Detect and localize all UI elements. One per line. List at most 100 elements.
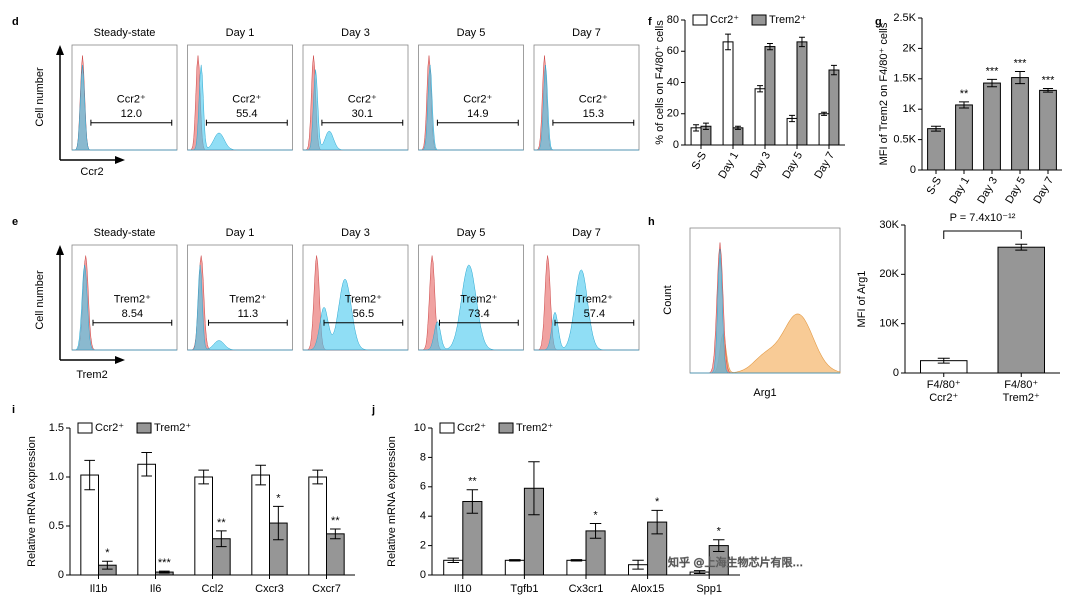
- histogram-sample: [187, 264, 293, 351]
- gate-value: 55.4: [236, 108, 257, 120]
- panel-label: e: [12, 216, 18, 228]
- significance: *: [717, 526, 722, 538]
- error-bar: [102, 560, 113, 570]
- error-bar: [570, 559, 583, 562]
- histogram-title: Day 3: [341, 27, 370, 39]
- panel-label: d: [12, 16, 19, 28]
- y-tick-label: 10: [414, 422, 426, 434]
- bar: [308, 476, 327, 576]
- significance: ***: [986, 65, 1000, 77]
- y-tick-label: 0: [910, 164, 916, 176]
- axis-title: % of cells on F4/80⁺ cells: [654, 20, 666, 145]
- significance: **: [960, 88, 969, 100]
- bar: [732, 127, 744, 146]
- arrow-head: [115, 356, 125, 364]
- significance: **: [331, 515, 340, 527]
- bar: [326, 533, 345, 576]
- x-tick-label: Trem2⁺: [1003, 392, 1040, 404]
- x-tick-label: Day 3: [975, 175, 1000, 206]
- error-bar: [830, 64, 837, 76]
- histogram-sample: [72, 264, 177, 351]
- x-tick-label: S-S: [690, 150, 710, 172]
- gate-label: Trem2⁺: [460, 294, 497, 306]
- error-bar: [255, 464, 266, 486]
- bar: [796, 41, 808, 146]
- histogram-sample: [418, 64, 524, 151]
- gate-value: 12.0: [121, 108, 142, 120]
- y-tick-label: 0: [58, 569, 64, 581]
- x-tick-label: F4/80⁺: [1004, 379, 1038, 391]
- error-bar: [821, 111, 828, 116]
- significance: *: [593, 509, 598, 521]
- x-tick-label: Cx3cr1: [569, 583, 604, 595]
- histogram-title: Steady-state: [94, 227, 156, 239]
- histogram-title: Steady-state: [94, 27, 156, 39]
- error-bar: [528, 461, 540, 516]
- gate-label: Ccr2⁺: [579, 94, 608, 106]
- gate-value: 57.4: [584, 308, 605, 320]
- error-bar: [937, 357, 950, 364]
- error-bar: [1014, 71, 1026, 85]
- significance: **: [217, 517, 226, 529]
- x-tick-label: Day 1: [716, 150, 741, 181]
- y-tick-label: 2K: [903, 42, 917, 54]
- y-tick-label: 10K: [879, 318, 899, 330]
- bar: [818, 113, 830, 146]
- legend-label: Trem2⁺: [154, 422, 191, 434]
- histogram-sample: [72, 64, 177, 151]
- y-tick-label: 0: [893, 367, 899, 379]
- x-tick-label: Ccl2: [201, 583, 223, 595]
- error-bar: [141, 452, 152, 477]
- gate-value: 11.3: [238, 308, 259, 320]
- bar: [194, 476, 214, 576]
- arrow-head: [56, 245, 64, 255]
- y-tick-label: 20K: [879, 268, 899, 280]
- bar: [1039, 89, 1057, 171]
- panel-label: h: [648, 216, 655, 228]
- bar: [955, 104, 973, 171]
- error-bar: [216, 530, 227, 548]
- x-tick-label: Il10: [454, 583, 472, 595]
- y-tick-label: 6: [420, 481, 426, 493]
- gate-value: 30.1: [352, 108, 373, 120]
- y-tick-label: 30K: [879, 219, 899, 231]
- legend-swatch: [136, 422, 152, 434]
- panel-label: g: [875, 16, 882, 28]
- bar: [997, 246, 1045, 374]
- panel-label: j: [371, 404, 375, 416]
- x-tick-label: Alox15: [631, 583, 665, 595]
- gate-label: Ccr2⁺: [232, 94, 261, 106]
- error-bar: [798, 36, 805, 48]
- x-tick-label: Day 7: [812, 150, 837, 181]
- y-tick-label: 60: [667, 45, 679, 57]
- y-tick-label: 2: [420, 540, 426, 552]
- y-tick-label: 0.5K: [893, 134, 916, 146]
- gate-value: 73.4: [468, 308, 489, 320]
- y-tick-label: 1.5: [49, 422, 64, 434]
- gate-value: 56.5: [353, 308, 374, 320]
- histogram-sample: [418, 264, 524, 351]
- bar: [137, 463, 157, 576]
- error-bar: [702, 122, 709, 130]
- axis-title: Ccr2: [80, 166, 103, 178]
- x-tick-label: Cxcr3: [255, 583, 284, 595]
- error-bar: [725, 33, 732, 51]
- error-bar: [159, 570, 170, 574]
- arrow-head: [56, 45, 64, 55]
- bar: [722, 41, 734, 146]
- gate-label: Trem2⁺: [229, 294, 266, 306]
- legend-swatch: [439, 422, 455, 434]
- gate-label: Trem2⁺: [114, 294, 151, 306]
- watermark: 知乎 @上海生物芯片有限...: [668, 555, 803, 569]
- legend-label: Trem2⁺: [769, 14, 806, 26]
- x-tick-label: Il6: [150, 583, 162, 595]
- x-tick-label: Day 1: [947, 175, 972, 206]
- histogram-sample: [303, 278, 408, 351]
- histogram-arg1: [690, 313, 841, 374]
- bar: [566, 559, 587, 576]
- x-tick-label: Day 5: [1003, 175, 1028, 206]
- error-bar: [693, 124, 700, 132]
- y-tick-label: 0: [673, 139, 679, 151]
- legend-label: Ccr2⁺: [457, 422, 486, 434]
